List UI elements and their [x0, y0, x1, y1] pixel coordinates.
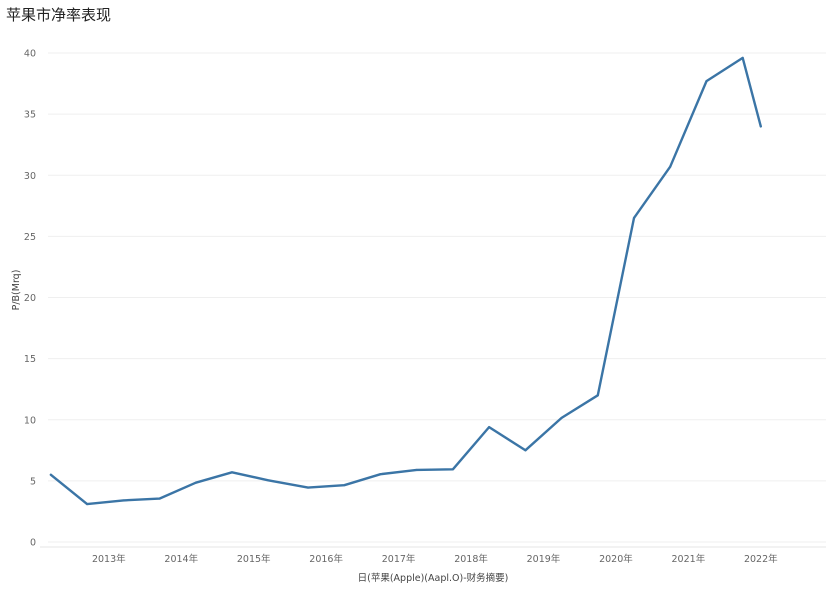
- data-point: [560, 416, 563, 419]
- data-point: [759, 125, 762, 128]
- x-axis-label: 日(苹果(Apple)(Aapl.O)-财务摘要): [358, 572, 509, 584]
- data-point: [194, 481, 197, 484]
- x-tick-label: 2017年: [382, 553, 416, 565]
- data-point: [307, 486, 310, 489]
- data-point: [741, 56, 744, 59]
- data-point: [596, 394, 599, 397]
- y-tick-label: 25: [24, 232, 36, 243]
- x-tick-label: 2019年: [527, 553, 561, 565]
- series-line: [49, 56, 762, 506]
- gridlines: [48, 52, 826, 543]
- data-point: [451, 468, 454, 471]
- data-point: [158, 497, 161, 500]
- y-tick-label: 20: [24, 293, 36, 304]
- x-tick-label: 2015年: [237, 553, 271, 565]
- data-point: [122, 499, 125, 502]
- y-tick-label: 0: [30, 538, 36, 549]
- x-tick-label: 2014年: [164, 553, 198, 565]
- y-tick-label: 30: [24, 171, 36, 182]
- x-tick-label: 2016年: [309, 553, 343, 565]
- x-tick-label: 2020年: [599, 553, 633, 565]
- data-point: [49, 473, 52, 476]
- x-tick-label: 2013年: [92, 553, 126, 565]
- data-point: [524, 449, 527, 452]
- chart-title: 苹果市净率表现: [6, 6, 112, 24]
- y-tick-label: 40: [24, 49, 36, 60]
- x-tick-label: 2021年: [672, 553, 706, 565]
- series-lines: [49, 56, 762, 506]
- x-tick-label: 2018年: [454, 553, 488, 565]
- data-point: [633, 217, 636, 220]
- x-tick-label: 2022年: [744, 553, 778, 565]
- y-axis-label: P/B(Mrq): [11, 270, 22, 311]
- y-tick-label: 5: [30, 476, 36, 487]
- data-point: [669, 165, 672, 168]
- x-tick-labels: 2013年 2014年 2015年 2016年 2017年 2018年 2019年 2020年…: [92, 553, 778, 565]
- data-point: [267, 479, 270, 482]
- data-point: [379, 473, 382, 476]
- data-point: [705, 80, 708, 83]
- data-point: [86, 503, 89, 506]
- y-tick-label: 35: [24, 110, 36, 121]
- data-point: [488, 426, 491, 429]
- data-point: [230, 471, 233, 474]
- data-point: [343, 484, 346, 487]
- data-point: [415, 468, 418, 471]
- y-tick-label: 15: [24, 354, 36, 365]
- y-tick-labels: 0 5 10 15 20 25 30 35 40: [24, 49, 36, 549]
- y-tick-label: 10: [24, 415, 36, 426]
